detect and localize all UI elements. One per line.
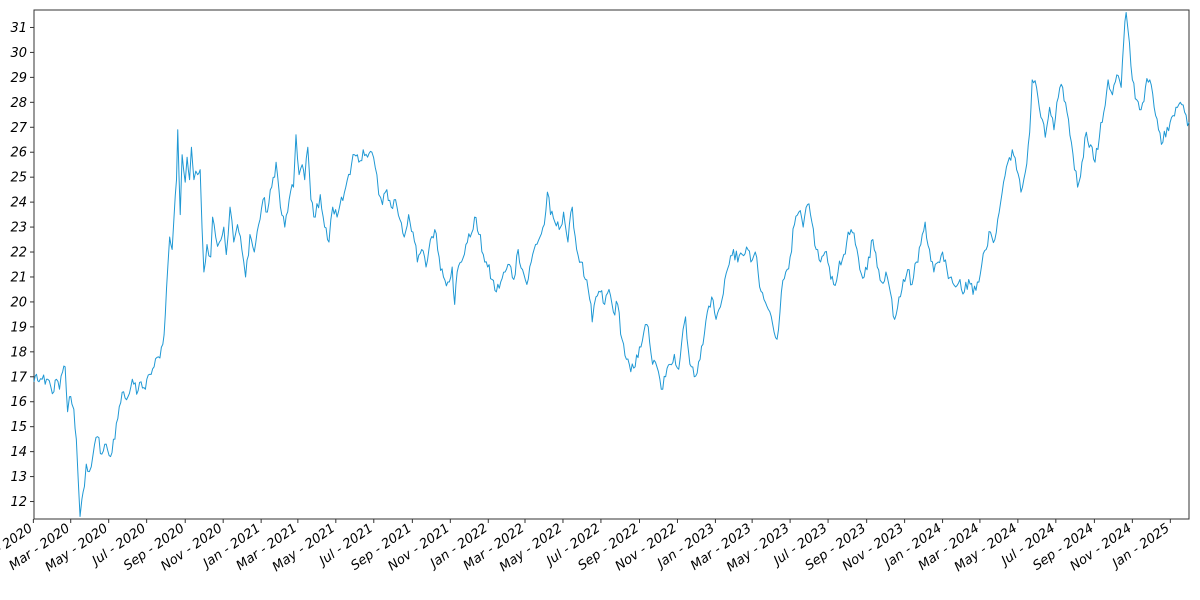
y-tick-label: 22	[10, 246, 27, 261]
series-line	[33, 12, 1190, 517]
y-tick-label: 16	[10, 395, 27, 410]
y-tick-label: 12	[10, 495, 27, 510]
y-tick-label: 14	[10, 445, 27, 460]
y-tick-label: 15	[10, 420, 27, 435]
y-tick-label: 17	[10, 370, 27, 385]
y-tick-label: 31	[10, 21, 27, 36]
y-tick-label: 26	[10, 146, 27, 161]
y-tick-label: 20	[10, 295, 27, 310]
y-tick-label: 23	[10, 221, 27, 236]
y-tick-label: 18	[10, 345, 27, 360]
y-tick-label: 19	[10, 320, 27, 335]
y-tick-label: 30	[10, 46, 27, 61]
y-tick-label: 24	[10, 196, 27, 211]
y-tick-label: 13	[10, 470, 27, 485]
y-tick-label: 29	[10, 71, 27, 86]
y-tick-label: 21	[10, 270, 27, 285]
y-tick-label: 27	[10, 121, 27, 136]
y-tick-label: 25	[10, 171, 27, 186]
y-axis: 12 13 14 15 16 17 18 19 20 21 22 23 24 25 26 27 28 29 30 31	[10, 21, 34, 510]
y-tick-label: 28	[10, 96, 27, 111]
plot-area	[33, 9, 1190, 520]
